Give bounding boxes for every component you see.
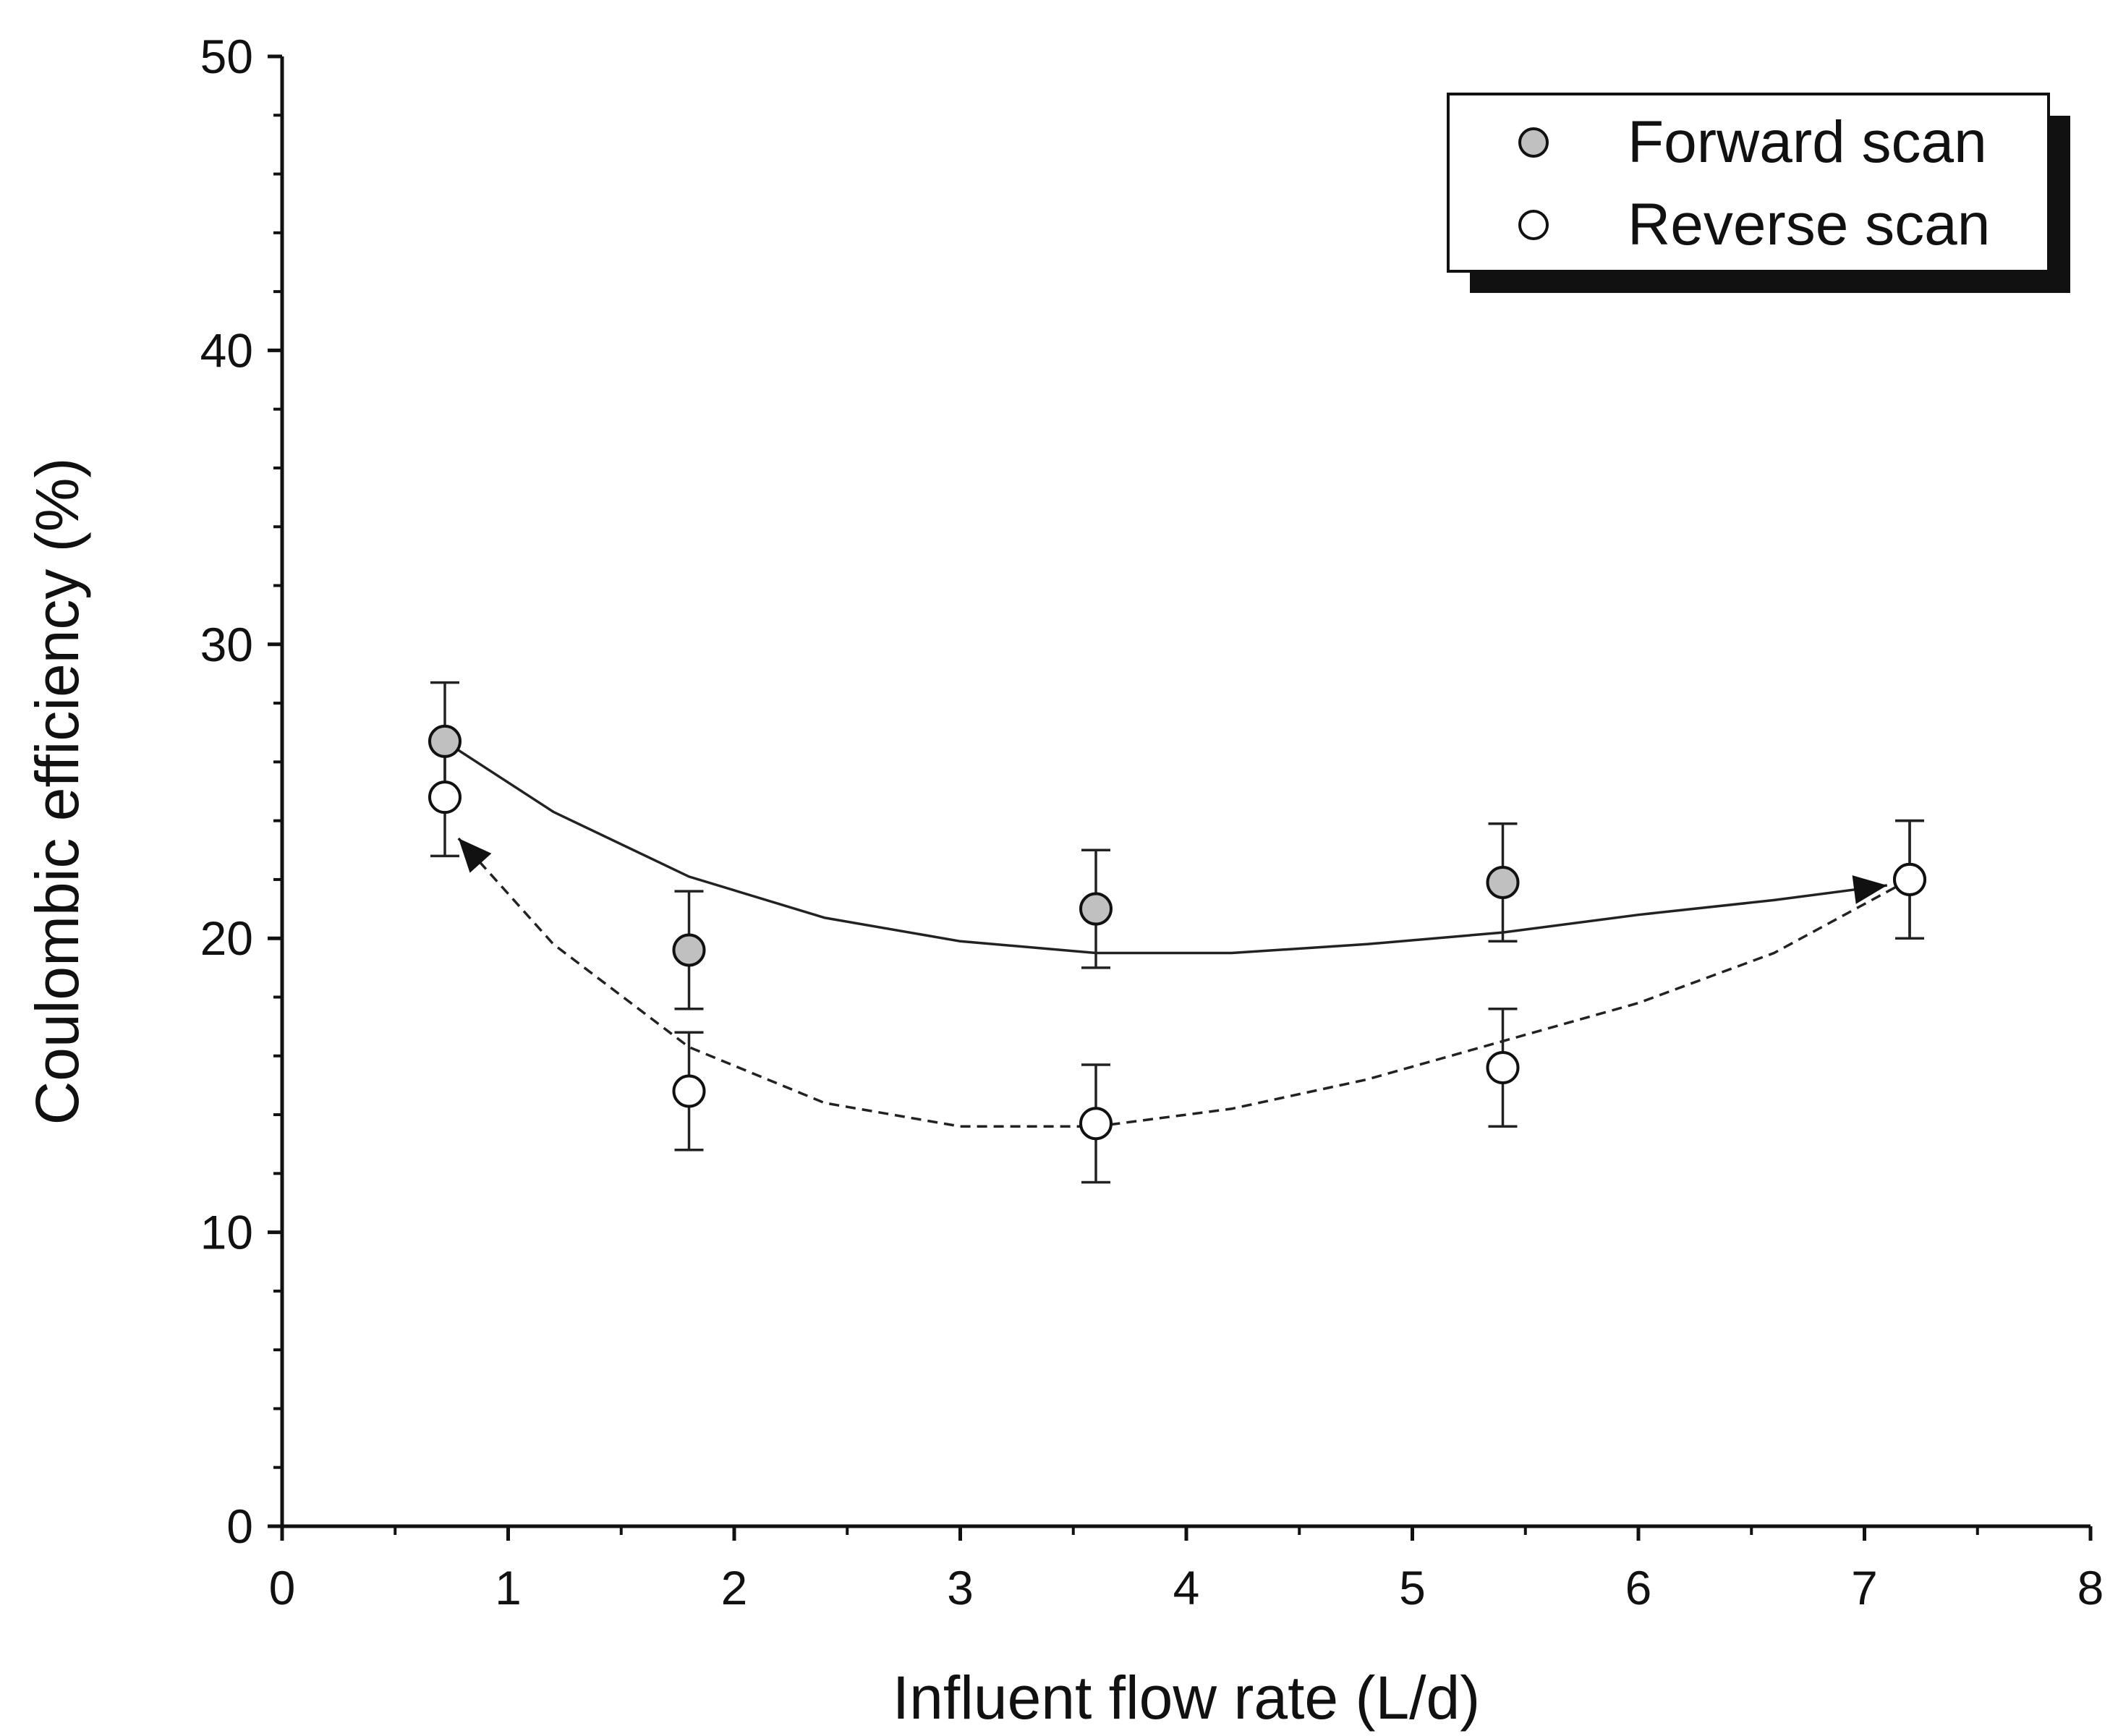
x-tick-label: 4: [1173, 1561, 1200, 1614]
x-tick-label: 7: [1851, 1561, 1878, 1614]
y-tick-label: 10: [200, 1206, 253, 1259]
forward-trend-line: [444, 740, 1888, 955]
forward-point: [428, 724, 462, 758]
x-tick-label: 3: [947, 1561, 974, 1614]
reverse-trend-line: [457, 837, 1910, 1128]
reverse-point: [672, 1074, 706, 1108]
forward-arrowhead: [1852, 875, 1887, 904]
x-tick-label: 8: [2077, 1561, 2104, 1614]
y-tick-label: 30: [200, 618, 253, 671]
forward-point: [672, 933, 706, 967]
legend-reverse-label: Reverse scan: [1628, 192, 1990, 258]
y-tick-label: 0: [226, 1499, 253, 1553]
legend: Forward scan Reverse scan: [1447, 93, 2070, 293]
y-tick-label: 40: [200, 323, 253, 377]
reverse-arrowhead: [458, 838, 492, 873]
y-tick-label: 20: [200, 911, 253, 965]
legend-reverse-marker: [1518, 210, 1549, 240]
x-tick-label: 5: [1399, 1561, 1426, 1614]
data-points: [428, 724, 1926, 1141]
x-tick-label: 2: [721, 1561, 748, 1614]
y-tick-label: 50: [200, 30, 253, 83]
reverse-point: [428, 780, 462, 814]
reverse-point: [1893, 862, 1926, 896]
trend-lines: [444, 740, 1910, 1128]
x-axis-title: Influent flow rate (L/d): [893, 1664, 1480, 1732]
reverse-point: [1079, 1107, 1113, 1141]
x-tick-label: 1: [495, 1561, 522, 1614]
axes: 0 1 2 3 4 5 6 7 8 0 10 20 30 40 50: [200, 30, 2104, 1614]
axis-ticks: 0 1 2 3 4 5 6 7 8 0 10 20 30 40 50: [200, 30, 2104, 1614]
legend-box: [1447, 93, 2050, 273]
x-tick-label: 0: [269, 1561, 296, 1614]
x-tick-label: 6: [1625, 1561, 1652, 1614]
forward-point: [1486, 865, 1520, 899]
legend-forward-marker: [1518, 127, 1549, 158]
y-axis-title: Coulombic efficiency (%): [23, 458, 91, 1126]
legend-forward-label: Forward scan: [1628, 109, 1987, 175]
forward-point: [1079, 892, 1113, 926]
reverse-point: [1486, 1051, 1520, 1085]
